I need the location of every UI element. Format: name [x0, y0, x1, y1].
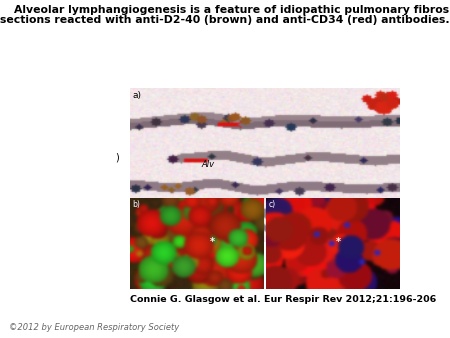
Text: ): )	[116, 152, 119, 162]
Text: Alv: Alv	[202, 160, 215, 169]
Text: a): a)	[133, 91, 142, 100]
Text: ©2012 by European Respiratory Society: ©2012 by European Respiratory Society	[9, 323, 179, 332]
Text: c): c)	[268, 200, 275, 210]
Text: Alveolar lymphangiogenesis is a feature of idiopathic pulmonary fibrosis (IPF). : Alveolar lymphangiogenesis is a feature …	[14, 5, 450, 15]
Text: b): b)	[133, 200, 140, 210]
Text: sections reacted with anti-D2-40 (brown) and anti-CD34 (red) antibodies.: sections reacted with anti-D2-40 (brown)…	[0, 15, 450, 25]
Text: *: *	[210, 237, 215, 246]
Text: *: *	[336, 237, 341, 246]
Text: Connie G. Glasgow et al. Eur Respir Rev 2012;21:196-206: Connie G. Glasgow et al. Eur Respir Rev …	[130, 295, 436, 304]
